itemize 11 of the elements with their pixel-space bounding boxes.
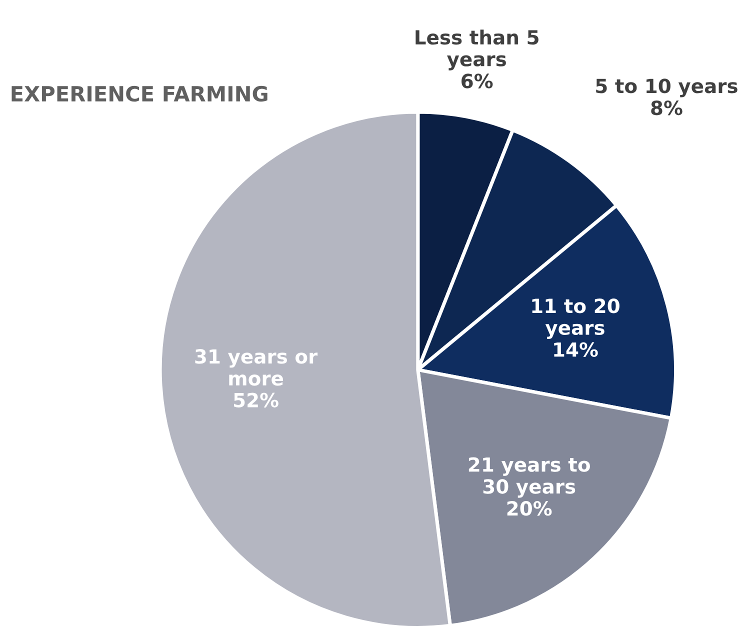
text: EXPERIENCE FARMING (12, 86, 268, 102)
data-label: 52% (234, 392, 278, 408)
slice-label: 11 to 20 years (532, 298, 620, 339)
slice-label: 31 years or more (195, 349, 318, 386)
data-label: 8% (651, 100, 682, 116)
slice-label: 21 years to 30 years (468, 457, 590, 498)
slice-label: 5 to 10 years (596, 78, 738, 98)
data-label: 6% (462, 74, 493, 88)
slice-label: Less than 5 years (416, 30, 538, 70)
data-label: 20% (507, 501, 552, 516)
data-label: 14% (554, 342, 598, 357)
